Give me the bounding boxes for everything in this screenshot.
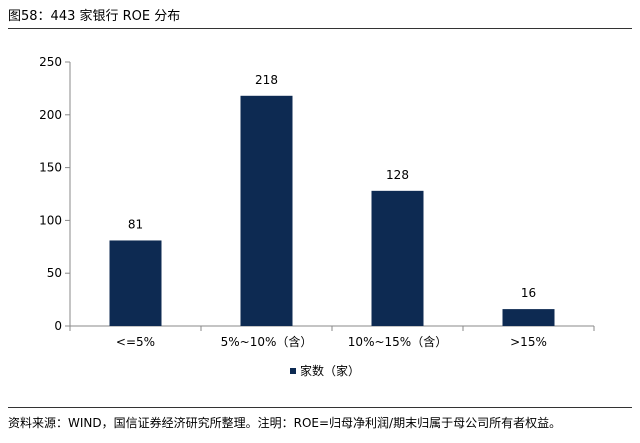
x-tick-label: >15% bbox=[510, 335, 547, 349]
footer-rule bbox=[8, 407, 632, 408]
data-label: 218 bbox=[255, 73, 278, 87]
bar bbox=[240, 95, 293, 327]
y-tick-label: 250 bbox=[39, 55, 62, 69]
bar-chart: 0 50 100 150 200 250 81 <=5% 218 5%~10%（含） 128 10%~… bbox=[39, 55, 595, 378]
x-tick-label: 5%~10%（含） bbox=[221, 334, 313, 349]
x-tick-label: 10%~15%（含） bbox=[348, 334, 447, 349]
legend-swatch bbox=[290, 368, 296, 374]
y-tick-label: 0 bbox=[54, 319, 62, 333]
y-tick-label: 150 bbox=[39, 161, 62, 175]
legend-label: 家数（家） bbox=[300, 363, 360, 378]
bar bbox=[109, 240, 162, 326]
y-tick-label: 50 bbox=[47, 266, 62, 280]
bar bbox=[502, 309, 555, 326]
title-rule bbox=[8, 28, 632, 29]
data-label: 16 bbox=[521, 286, 536, 300]
x-tick-label: <=5% bbox=[116, 335, 155, 349]
figure-title: 图58：443 家银行 ROE 分布 bbox=[8, 9, 181, 24]
data-label: 81 bbox=[128, 217, 143, 231]
y-tick-label: 200 bbox=[39, 108, 62, 122]
data-label: 128 bbox=[386, 168, 409, 182]
y-tick-label: 100 bbox=[39, 213, 62, 227]
bar bbox=[371, 190, 424, 326]
source-note: 资料来源：WIND，国信证券经济研究所整理。注明：ROE=归母净利润/期末归属于… bbox=[8, 416, 562, 430]
